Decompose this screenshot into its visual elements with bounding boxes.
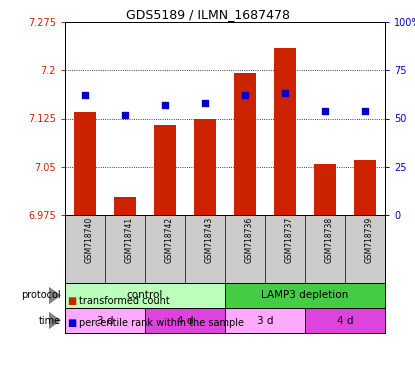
Text: GSM718737: GSM718737 bbox=[285, 217, 294, 263]
Text: GSM718738: GSM718738 bbox=[325, 217, 334, 263]
Point bbox=[162, 102, 168, 108]
Point bbox=[322, 108, 328, 114]
Text: GSM718739: GSM718739 bbox=[365, 217, 374, 263]
Bar bbox=[114, 197, 136, 215]
Text: 4 d: 4 d bbox=[337, 316, 353, 326]
Text: protocol: protocol bbox=[22, 291, 61, 301]
Point bbox=[82, 92, 88, 98]
Bar bbox=[305, 308, 385, 333]
Bar bbox=[225, 283, 385, 308]
Text: time: time bbox=[39, 316, 61, 326]
Text: GSM718736: GSM718736 bbox=[245, 217, 254, 263]
Text: GSM718742: GSM718742 bbox=[165, 217, 174, 263]
Point bbox=[122, 112, 128, 118]
Bar bbox=[65, 308, 145, 333]
Polygon shape bbox=[49, 312, 61, 329]
Polygon shape bbox=[49, 287, 61, 304]
Bar bbox=[314, 164, 336, 215]
Text: ■: ■ bbox=[67, 296, 76, 306]
Text: control: control bbox=[127, 291, 163, 301]
Text: GSM718741: GSM718741 bbox=[125, 217, 134, 263]
Text: GSM718740: GSM718740 bbox=[85, 217, 94, 263]
Bar bbox=[225, 308, 305, 333]
Point bbox=[362, 108, 369, 114]
Text: percentile rank within the sample: percentile rank within the sample bbox=[79, 318, 244, 328]
Text: LAMP3 depletion: LAMP3 depletion bbox=[261, 291, 349, 301]
Text: transformed count: transformed count bbox=[79, 296, 170, 306]
Text: 3 d: 3 d bbox=[257, 316, 273, 326]
Bar bbox=[145, 308, 225, 333]
Bar bbox=[154, 125, 176, 215]
Bar bbox=[65, 283, 225, 308]
Point bbox=[242, 92, 248, 98]
Bar bbox=[74, 112, 96, 215]
Text: 4 d: 4 d bbox=[177, 316, 193, 326]
Bar bbox=[234, 73, 256, 215]
Text: GSM718743: GSM718743 bbox=[205, 217, 214, 263]
Bar bbox=[274, 48, 296, 215]
Bar bbox=[194, 119, 216, 215]
Text: GDS5189 / ILMN_1687478: GDS5189 / ILMN_1687478 bbox=[125, 8, 290, 21]
Text: ■: ■ bbox=[67, 318, 76, 328]
Text: 3 d: 3 d bbox=[97, 316, 113, 326]
Point bbox=[202, 100, 208, 106]
Bar bbox=[354, 160, 376, 215]
Point bbox=[282, 90, 288, 96]
